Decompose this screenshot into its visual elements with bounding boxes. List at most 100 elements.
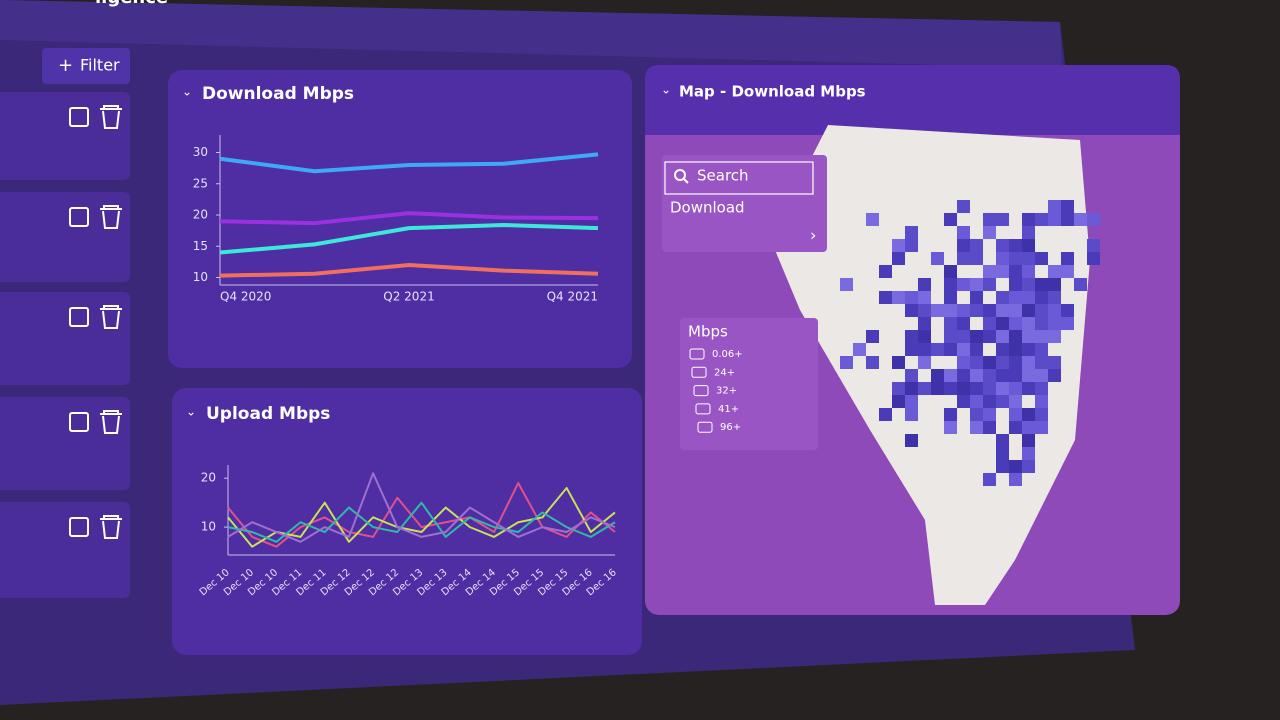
- map-tile: [1035, 395, 1048, 408]
- y-tick-label: 10: [193, 270, 208, 284]
- x-tick-label: Q2 2021: [383, 290, 434, 304]
- legend-swatch[interactable]: [695, 403, 711, 415]
- map-tile: [983, 265, 996, 278]
- map-tile: [1022, 304, 1035, 317]
- map-tile: [970, 421, 983, 434]
- map-tile: [1048, 330, 1061, 343]
- edit-icon[interactable]: [69, 107, 89, 127]
- app-title: ligence: [95, 0, 168, 8]
- map-tile: [957, 330, 970, 343]
- search-popup: [662, 155, 827, 252]
- map-tile: [1061, 317, 1074, 330]
- filter-button[interactable]: [42, 48, 130, 84]
- y-tick-label: 30: [193, 145, 208, 159]
- x-tick-label: Q4 2021: [547, 290, 598, 304]
- map-tile: [970, 291, 983, 304]
- series-line: [219, 263, 599, 278]
- map-tile: [1009, 317, 1022, 330]
- list-card: [0, 292, 130, 385]
- map-tile: [944, 317, 957, 330]
- legend-title: Mbps: [688, 323, 728, 341]
- map-tile: [1022, 447, 1035, 460]
- map-tile: [905, 434, 918, 447]
- map-tile: [931, 382, 944, 395]
- series-line: [219, 223, 599, 255]
- edit-icon[interactable]: [69, 412, 89, 432]
- filter-plus: +: [58, 55, 73, 76]
- map-tile: [1074, 278, 1087, 291]
- map-tile: [970, 304, 983, 317]
- map-tile: [996, 434, 1009, 447]
- map-tile: [957, 252, 970, 265]
- search-placeholder[interactable]: Search: [697, 167, 749, 185]
- map-tile: [996, 265, 1009, 278]
- legend-box: [680, 318, 818, 450]
- legend-swatch[interactable]: [693, 385, 709, 397]
- map-tile: [866, 213, 879, 226]
- map-tile: [918, 382, 931, 395]
- map-tile: [905, 382, 918, 395]
- map-tile: [996, 343, 1009, 356]
- map-tile: [931, 252, 944, 265]
- map-tile: [892, 239, 905, 252]
- map-tile: [1009, 408, 1022, 421]
- layer-name: Download: [670, 199, 745, 217]
- chevron[interactable]: ›: [810, 226, 816, 245]
- map-tile: [879, 265, 892, 278]
- x-tick-label: Q4 2020: [220, 290, 271, 304]
- search-icon: [674, 169, 686, 181]
- edit-icon[interactable]: [69, 207, 89, 227]
- map-tile: [1009, 239, 1022, 252]
- delete-icon[interactable]: [100, 205, 122, 229]
- legend-label: 41+: [718, 404, 739, 415]
- map-tile: [1009, 460, 1022, 473]
- delete-icon[interactable]: [100, 105, 122, 129]
- map-tile: [1009, 395, 1022, 408]
- collapse-icon[interactable]: ⌄: [661, 83, 671, 97]
- map-tile: [840, 356, 853, 369]
- legend-swatch[interactable]: [689, 348, 705, 360]
- map-tile: [1087, 252, 1100, 265]
- map-tile: [931, 369, 944, 382]
- map-tile: [944, 278, 957, 291]
- map-tile: [1035, 278, 1048, 291]
- map-tile: [957, 200, 970, 213]
- map-tile: [957, 356, 970, 369]
- map-tile: [918, 343, 931, 356]
- series-line: [219, 211, 599, 226]
- legend-swatch[interactable]: [697, 421, 713, 433]
- map-tile: [905, 395, 918, 408]
- collapse-icon[interactable]: ⌄: [182, 85, 192, 99]
- map-tile: [970, 408, 983, 421]
- map-tile: [996, 304, 1009, 317]
- map-tile: [970, 252, 983, 265]
- search-input[interactable]: [664, 161, 814, 195]
- map-tile: [957, 317, 970, 330]
- legend-label: 32+: [716, 386, 737, 397]
- map-tile: [996, 239, 1009, 252]
- map-tile: [1009, 330, 1022, 343]
- map-tile: [983, 304, 996, 317]
- map-tile: [957, 226, 970, 239]
- collapse-icon[interactable]: ⌄: [186, 405, 196, 419]
- map-tile: [1022, 226, 1035, 239]
- map-tile: [1048, 291, 1061, 304]
- delete-icon[interactable]: [100, 305, 122, 329]
- map-tile: [1022, 239, 1035, 252]
- map-tile: [1035, 317, 1048, 330]
- map-tile: [1009, 291, 1022, 304]
- map-tile: [1009, 304, 1022, 317]
- legend-swatch[interactable]: [691, 366, 707, 378]
- map-tile: [1022, 434, 1035, 447]
- filter-label[interactable]: Filter: [80, 56, 120, 75]
- map-tile: [1009, 382, 1022, 395]
- map-tile: [957, 395, 970, 408]
- edit-icon[interactable]: [69, 517, 89, 537]
- delete-icon[interactable]: [100, 515, 122, 539]
- map-tile: [905, 226, 918, 239]
- delete-icon[interactable]: [100, 410, 122, 434]
- series-line: [227, 482, 616, 548]
- map-tile: [957, 369, 970, 382]
- edit-icon[interactable]: [69, 307, 89, 327]
